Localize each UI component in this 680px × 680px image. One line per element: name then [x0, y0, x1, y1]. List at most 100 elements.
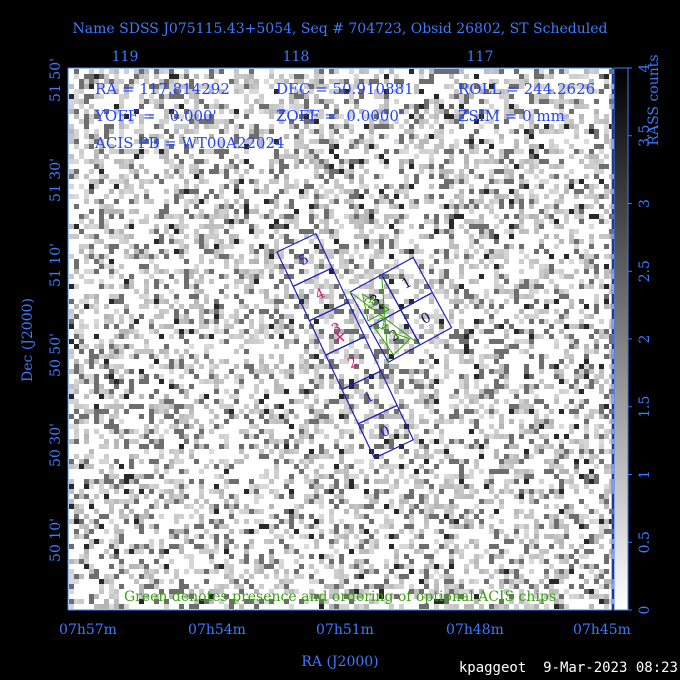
noise-pixel	[519, 424, 524, 429]
noise-pixel	[349, 339, 354, 344]
noise-pixel	[164, 399, 169, 404]
noise-pixel	[264, 184, 269, 189]
noise-pixel	[529, 354, 534, 359]
noise-pixel	[594, 274, 599, 279]
noise-pixel	[449, 394, 454, 399]
noise-pixel	[224, 124, 229, 129]
noise-pixel	[354, 309, 359, 314]
noise-pixel	[109, 394, 114, 399]
noise-pixel	[319, 219, 324, 224]
noise-pixel	[299, 359, 304, 364]
noise-pixel	[204, 74, 209, 79]
noise-pixel	[564, 324, 569, 329]
noise-pixel	[89, 189, 94, 194]
noise-pixel	[369, 244, 374, 249]
noise-pixel	[314, 524, 319, 529]
noise-pixel	[399, 184, 404, 189]
noise-pixel	[544, 309, 549, 314]
noise-pixel	[214, 254, 219, 259]
noise-pixel	[244, 314, 249, 319]
noise-pixel	[559, 114, 564, 119]
noise-pixel	[349, 279, 354, 284]
noise-pixel	[509, 454, 514, 459]
noise-pixel	[94, 429, 99, 434]
noise-pixel	[574, 104, 579, 109]
noise-pixel	[229, 394, 234, 399]
noise-pixel	[299, 389, 304, 394]
noise-pixel	[324, 434, 329, 439]
noise-pixel	[504, 484, 509, 489]
noise-pixel	[244, 144, 249, 149]
noise-pixel	[209, 259, 214, 264]
noise-pixel	[429, 384, 434, 389]
noise-pixel	[484, 439, 489, 444]
noise-pixel	[539, 549, 544, 554]
noise-pixel	[454, 334, 459, 339]
noise-pixel	[164, 169, 169, 174]
noise-pixel	[274, 249, 279, 254]
noise-pixel	[459, 414, 464, 419]
noise-pixel	[224, 419, 229, 424]
noise-pixel	[79, 244, 84, 249]
noise-pixel	[394, 384, 399, 389]
noise-pixel	[449, 574, 454, 579]
noise-pixel	[444, 259, 449, 264]
noise-pixel	[129, 234, 134, 239]
noise-pixel	[344, 539, 349, 544]
noise-pixel	[569, 439, 574, 444]
noise-pixel	[389, 224, 394, 229]
noise-pixel	[449, 279, 454, 284]
noise-pixel	[244, 274, 249, 279]
noise-pixel	[354, 79, 359, 84]
noise-pixel	[444, 449, 449, 454]
noise-pixel	[84, 134, 89, 139]
noise-pixel	[174, 409, 179, 414]
noise-pixel	[299, 74, 304, 79]
noise-pixel	[74, 419, 79, 424]
noise-pixel	[129, 574, 134, 579]
noise-pixel	[589, 279, 594, 284]
noise-pixel	[384, 234, 389, 239]
noise-pixel	[409, 544, 414, 549]
noise-pixel	[509, 434, 514, 439]
noise-pixel	[204, 404, 209, 409]
noise-pixel	[369, 434, 374, 439]
noise-pixel	[429, 314, 434, 319]
noise-pixel	[239, 334, 244, 339]
noise-pixel	[604, 499, 609, 504]
noise-pixel	[559, 544, 564, 549]
noise-pixel	[544, 504, 549, 509]
noise-pixel	[384, 349, 389, 354]
noise-pixel	[194, 184, 199, 189]
noise-pixel	[499, 89, 504, 94]
noise-pixel	[154, 134, 159, 139]
noise-pixel	[399, 84, 404, 89]
noise-pixel	[314, 374, 319, 379]
noise-pixel	[424, 574, 429, 579]
noise-pixel	[194, 499, 199, 504]
noise-pixel	[379, 174, 384, 179]
noise-pixel	[299, 104, 304, 109]
noise-pixel	[499, 434, 504, 439]
noise-pixel	[159, 454, 164, 459]
noise-pixel	[424, 514, 429, 519]
noise-pixel	[119, 329, 124, 334]
noise-pixel	[569, 354, 574, 359]
noise-pixel	[424, 519, 429, 524]
noise-pixel	[479, 364, 484, 369]
noise-pixel	[504, 569, 509, 574]
noise-pixel	[104, 284, 109, 289]
noise-pixel	[289, 424, 294, 429]
noise-pixel	[294, 439, 299, 444]
noise-pixel	[269, 234, 274, 239]
noise-pixel	[349, 194, 354, 199]
noise-pixel	[274, 524, 279, 529]
noise-pixel	[599, 89, 604, 94]
noise-pixel	[444, 364, 449, 369]
noise-pixel	[544, 299, 549, 304]
noise-pixel	[239, 124, 244, 129]
noise-pixel	[359, 319, 364, 324]
noise-pixel	[289, 364, 294, 369]
noise-pixel	[119, 119, 124, 124]
noise-pixel	[364, 284, 369, 289]
